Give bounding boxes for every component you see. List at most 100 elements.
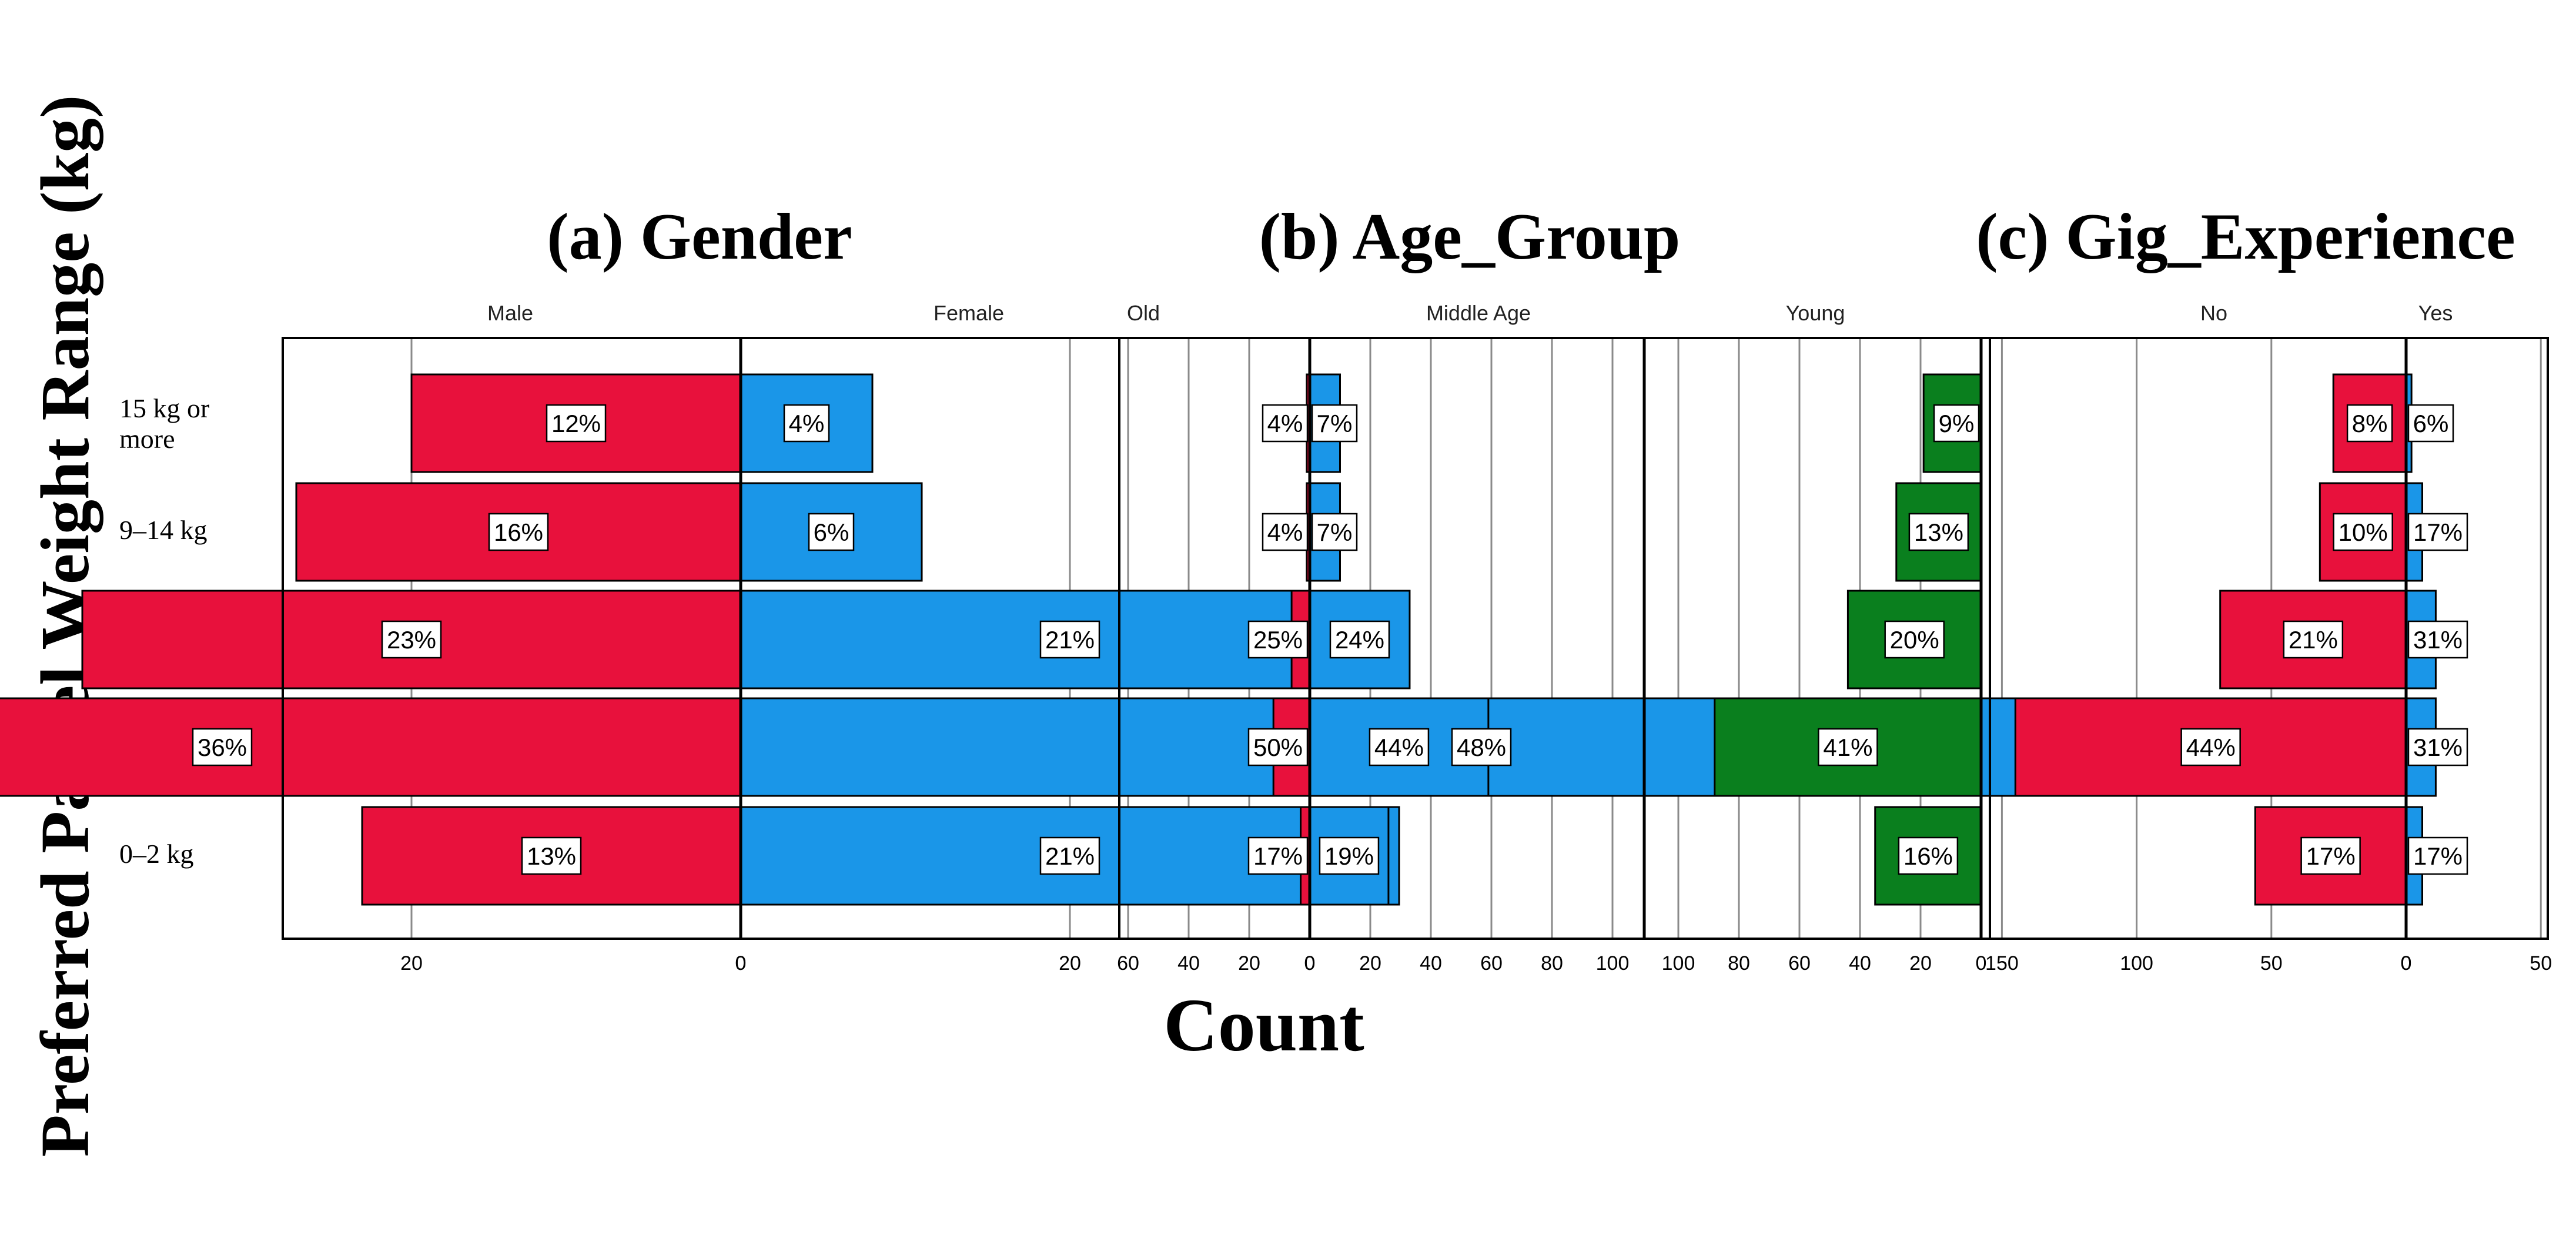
data-label: 31% <box>2413 626 2463 654</box>
data-label-box <box>1933 404 1980 443</box>
frame-layer <box>282 337 2549 940</box>
tick-label: 60 <box>1480 952 1503 975</box>
data-label: 7% <box>1317 518 1353 546</box>
series-header-female: Female <box>934 301 1004 325</box>
data-label: 41% <box>1823 734 1872 761</box>
data-label: 4% <box>1267 518 1303 546</box>
tick-label: 100 <box>1662 952 1695 975</box>
data-label: 19% <box>1324 842 1374 870</box>
data-label: 13% <box>527 842 576 870</box>
panel-c-title: (c) Gig_Experience <box>1976 200 2515 273</box>
data-label-box <box>488 513 549 551</box>
category-label: 0–2 kg <box>119 839 194 869</box>
data-label-box <box>1818 728 1878 766</box>
data-label-box <box>1247 728 1309 766</box>
panel-frame <box>1989 337 2549 940</box>
data-label: 20% <box>1890 626 1939 654</box>
data-label-box <box>1311 513 1358 551</box>
data-label-box <box>192 728 253 766</box>
tick-label: 20 <box>1238 952 1260 975</box>
data-label: 21% <box>2289 626 2338 654</box>
data-label: 23% <box>387 626 436 654</box>
series-header-young: Young <box>1786 301 1845 325</box>
data-label: 6% <box>814 518 849 546</box>
tick-label: 50 <box>2260 952 2283 975</box>
data-label-box <box>1247 836 1309 875</box>
tick-label: 0 <box>2401 952 2412 975</box>
data-label: 21% <box>1045 626 1095 654</box>
data-label-box <box>2300 836 2361 875</box>
data-label-box <box>2407 620 2468 659</box>
data-label-box <box>1329 620 1390 659</box>
tick-label: 20 <box>400 952 423 975</box>
data-label-box <box>2407 836 2468 875</box>
tick-label: 20 <box>1059 952 1081 975</box>
data-label: 44% <box>2186 734 2236 761</box>
tick-label: 60 <box>1117 952 1139 975</box>
data-label-box <box>783 404 830 443</box>
data-label-box <box>1319 836 1380 875</box>
tick-label: 0 <box>735 952 747 975</box>
data-label: 17% <box>1253 842 1303 870</box>
tick-label: 0 <box>2401 952 2412 975</box>
tick-label: 50 <box>2530 952 2552 975</box>
data-label: 24% <box>1335 626 1384 654</box>
data-label-box <box>1039 836 1100 875</box>
category-label-line: 0–2 kg <box>119 839 194 869</box>
data-label-box <box>2407 513 2468 551</box>
data-label-box <box>381 620 442 659</box>
tick-label: 40 <box>1420 952 1442 975</box>
tick-label: 0 <box>1976 952 1987 975</box>
tick-label: 20 <box>1909 952 1932 975</box>
series-header-no: No <box>2200 301 2227 325</box>
tick-label: 0 <box>735 952 747 975</box>
data-label-box <box>2333 513 2393 551</box>
tick-label: 0 <box>1304 952 1316 975</box>
tick-label: 150 <box>1985 952 2019 975</box>
tick-label: 100 <box>2120 952 2153 975</box>
tick-label: 0 <box>1304 952 1316 975</box>
category-label-line: 15 kg or <box>119 393 209 423</box>
data-label-box <box>521 836 582 875</box>
data-label: 16% <box>1903 842 1953 870</box>
data-label: 13% <box>1914 518 1963 546</box>
data-label: 21% <box>1045 842 1095 870</box>
tick-label: 40 <box>1177 952 1200 975</box>
data-label-box <box>2407 404 2454 443</box>
category-label-line: more <box>119 424 175 454</box>
data-label: 10% <box>2339 518 2388 546</box>
tick-label: 60 <box>1788 952 1811 975</box>
data-label-box <box>1884 620 1945 659</box>
tick-label: 80 <box>1728 952 1750 975</box>
series-header-old: Old <box>1127 301 1160 325</box>
data-label-box <box>2283 620 2344 659</box>
data-label: 48% <box>1457 734 1506 761</box>
data-label-box <box>1039 620 1100 659</box>
tick-label: 80 <box>1541 952 1563 975</box>
panel-b-title: (b) Age_Group <box>1259 200 1681 273</box>
series-header-middle-age: Middle Age <box>1426 301 1531 325</box>
data-label: 16% <box>494 518 543 546</box>
data-label-box <box>1247 620 1309 659</box>
data-label-box <box>1262 513 1309 551</box>
tick-label: 100 <box>1596 952 1630 975</box>
data-label: 17% <box>2413 842 2463 870</box>
data-label: 8% <box>2352 410 2388 437</box>
data-label-box <box>1898 836 1959 875</box>
category-label-line: 9–14 kg <box>119 515 208 545</box>
bar-layer <box>0 373 2437 906</box>
data-label: 12% <box>551 410 601 437</box>
data-label-box <box>1369 728 1430 766</box>
category-label: 9–14 kg <box>119 515 208 545</box>
data-label: 6% <box>2413 410 2449 437</box>
series-header-male: Male <box>487 301 533 325</box>
data-label: 50% <box>1253 734 1303 761</box>
data-label: 4% <box>789 410 825 437</box>
data-label-box <box>1451 728 1512 766</box>
bar-male <box>0 697 742 797</box>
x-axis-title: Count <box>1163 983 1364 1067</box>
data-label-box <box>1908 513 1969 551</box>
data-label-box <box>2346 404 2393 443</box>
